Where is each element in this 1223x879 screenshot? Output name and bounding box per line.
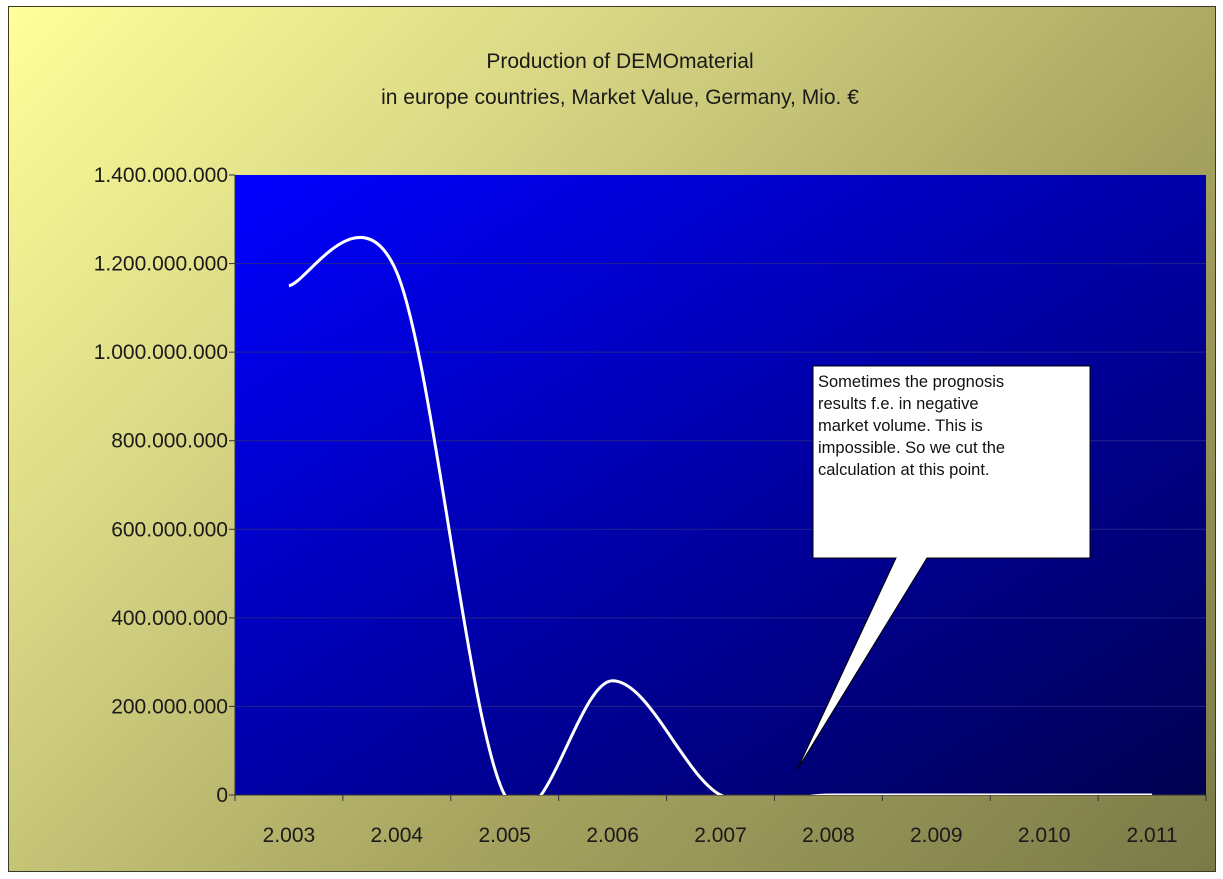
y-tick-label: 200.000.000: [111, 695, 228, 718]
callout-box: [796, 365, 1091, 771]
x-tick-label: 2.011: [1127, 824, 1178, 847]
series-layer: [288, 236, 1153, 795]
x-axis-ticks: 2.003 2.004 2.005 2.006 2.007 2.008 2.009 2.010…: [234, 795, 1207, 847]
callout-line: impossible. So we cut the: [818, 439, 1006, 457]
y-axis-ticks: 0 200.000.000 400.000.000 600.000.000 800.00…: [94, 164, 235, 807]
y-tick-label: 800.000.000: [111, 430, 228, 453]
callout-line: calculation at this point.: [818, 461, 990, 479]
y-tick-label: 1.400.000.000: [94, 164, 228, 187]
y-tick-label: 0: [216, 784, 228, 807]
callout-line: Sometimes the prognosis: [818, 373, 1005, 391]
x-tick-label: 2.009: [910, 824, 963, 847]
chart-title: Production of DEMOmaterial: [486, 50, 753, 73]
x-tick-label: 2.008: [802, 824, 855, 847]
x-tick-label: 2.005: [478, 824, 531, 847]
callout-line: market volume. This is: [818, 417, 983, 435]
x-tick-label: 2.007: [694, 824, 747, 847]
y-tick-label: 600.000.000: [111, 518, 228, 541]
x-tick-label: 2.010: [1018, 824, 1071, 847]
x-tick-label: 2.003: [263, 824, 316, 847]
y-tick-label: 1.000.000.000: [94, 341, 228, 364]
chart-subtitle: in europe countries, Market Value, Germa…: [381, 86, 859, 109]
series-line: [288, 236, 1153, 795]
callout-annotation: Sometimes the prognosis results f.e. in …: [818, 371, 1080, 481]
x-tick-label: 2.004: [371, 824, 424, 847]
y-tick-label: 400.000.000: [111, 607, 228, 630]
callout-line: results f.e. in negative: [818, 395, 979, 413]
x-tick-label: 2.006: [586, 824, 639, 847]
y-tick-label: 1.200.000.000: [94, 253, 228, 276]
